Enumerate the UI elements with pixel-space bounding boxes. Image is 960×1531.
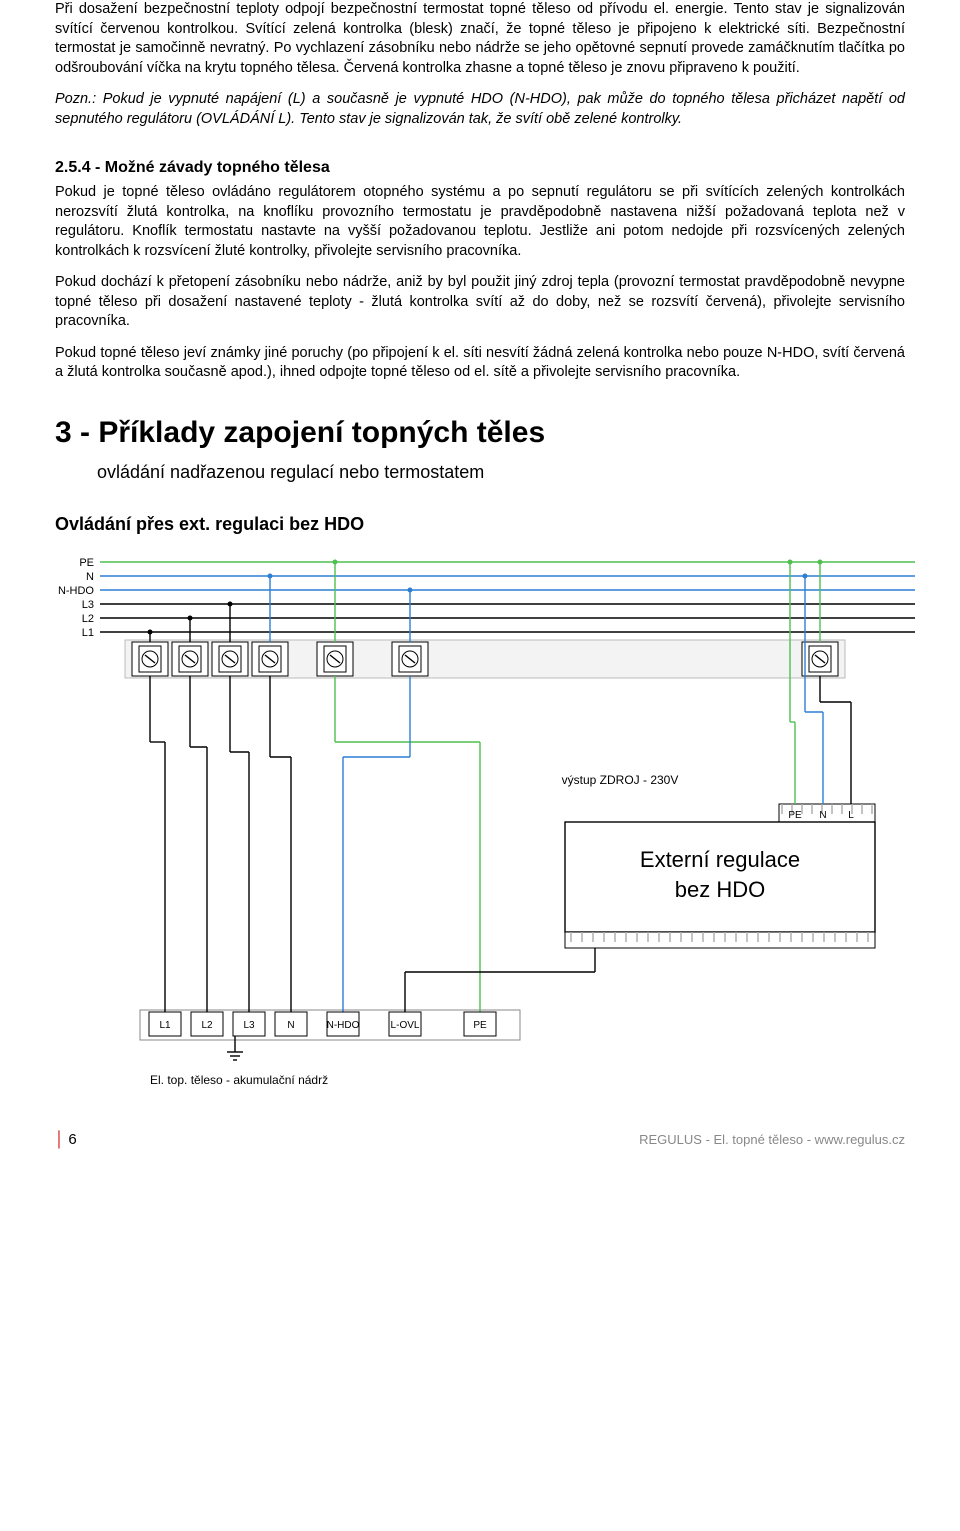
section-254-p1: Pokud je topné těleso ovládáno regulátor… [55, 183, 905, 261]
section-254-title: 2.5.4 - Možné závady topného tělesa [55, 157, 905, 179]
svg-text:N: N [287, 1020, 294, 1031]
wiring-diagram: Ovládání přes ext. regulaci bez HDO PENN… [55, 512, 905, 1102]
footer-text: REGULUS - El. topné těleso - www.regulus… [639, 1131, 905, 1149]
page-number: │6 [55, 1130, 77, 1150]
svg-text:L2: L2 [201, 1020, 213, 1031]
svg-text:L3: L3 [82, 599, 94, 611]
svg-text:výstup ZDROJ - 230V: výstup ZDROJ - 230V [562, 773, 679, 787]
section-254-p3: Pokud topné těleso jeví známky jiné poru… [55, 344, 905, 383]
svg-text:N-HDO: N-HDO [58, 585, 94, 597]
svg-text:bez HDO: bez HDO [675, 877, 765, 902]
svg-text:El. top. těleso - akumulační n: El. top. těleso - akumulační nádrž [150, 1073, 328, 1087]
diagram-title: Ovládání přes ext. regulaci bez HDO [55, 512, 905, 536]
svg-text:N: N [819, 810, 826, 821]
section-3-subtitle: ovládání nadřazenou regulací nebo termos… [97, 460, 905, 484]
svg-text:N: N [86, 571, 94, 583]
wiring-diagram-svg: PE N N-HDO L3 L2 L1 PE N L Externí regulace bez HD… [55, 542, 915, 1102]
intro-paragraph-1: Při dosažení bezpečnostní teploty odpojí… [55, 0, 905, 78]
svg-text:PE: PE [473, 1020, 487, 1031]
svg-text:L: L [848, 810, 854, 821]
section-254-p2: Pokud dochází k přetopení zásobníku nebo… [55, 273, 905, 332]
intro-paragraph-2: Pozn.: Pokud je vypnuté napájení (L) a s… [55, 90, 905, 129]
svg-text:L2: L2 [82, 613, 94, 625]
svg-text:Externí regulace: Externí regulace [640, 847, 800, 872]
svg-text:L1: L1 [159, 1020, 171, 1031]
section-3-title: 3 - Příklady zapojení topných těles [55, 413, 905, 454]
svg-text:N-HDO: N-HDO [327, 1020, 360, 1031]
svg-text:L3: L3 [243, 1020, 255, 1031]
svg-text:L1: L1 [82, 627, 94, 639]
page-footer: │6 REGULUS - El. topné těleso - www.regu… [55, 1130, 905, 1150]
svg-text:L-OVL: L-OVL [391, 1020, 420, 1031]
svg-text:PE: PE [79, 557, 94, 569]
svg-text:PE: PE [788, 810, 802, 821]
